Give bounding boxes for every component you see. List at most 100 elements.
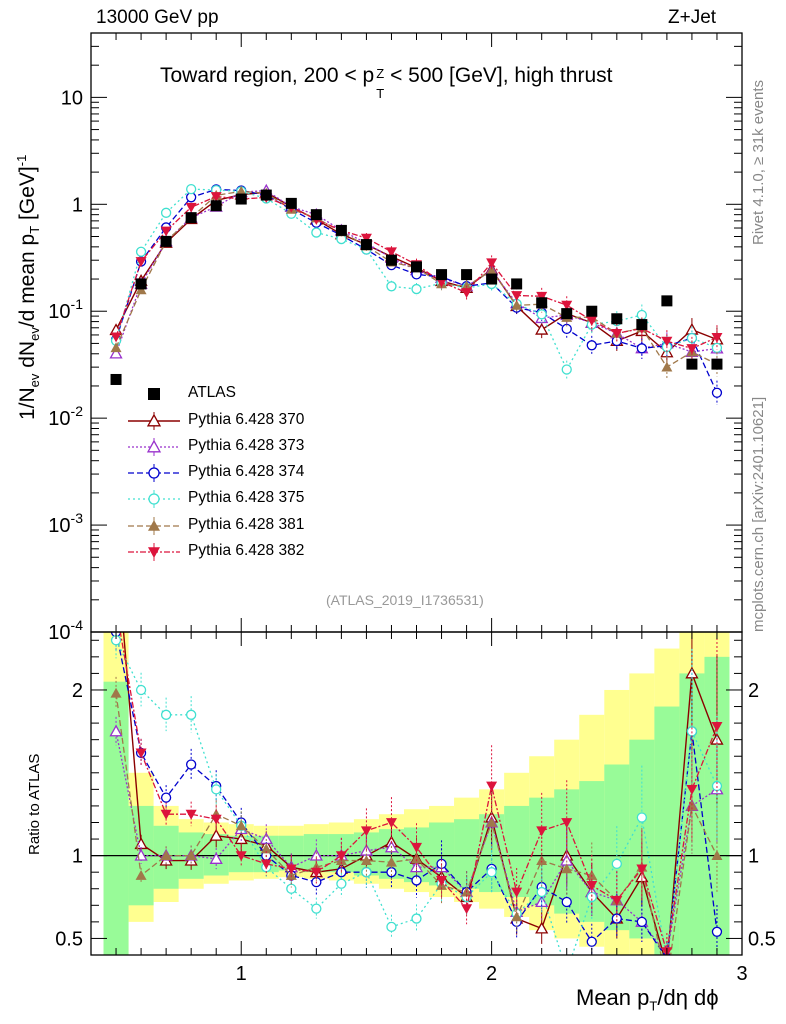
point-s382 — [511, 291, 523, 301]
point-s381 — [511, 299, 523, 310]
legend-label-373: Pythia 6.428 373 — [188, 437, 305, 454]
header-right: Z+Jet — [668, 7, 717, 28]
point-s382 — [461, 288, 473, 299]
y-tick-label: 10-4 — [48, 617, 83, 644]
main-curves — [109, 183, 724, 405]
point-s382 — [110, 332, 122, 343]
point-s374 — [561, 323, 572, 335]
data-point-atlas — [436, 269, 448, 281]
data-point-atlas — [511, 278, 523, 290]
ratio-point-s382 — [511, 887, 523, 898]
legend-mark-s370 — [146, 413, 162, 427]
y-tick-label: 10-3 — [48, 510, 83, 537]
legend-mark-atlas — [148, 388, 160, 400]
point-s374 — [711, 387, 723, 398]
ratio-point-s382 — [486, 781, 498, 792]
ratio-point-s381 — [285, 869, 297, 880]
ratio-point-s382 — [411, 842, 422, 853]
ratio-point-s382 — [711, 722, 723, 732]
ratio-band-green — [103, 681, 129, 955]
data-point-atlas — [210, 200, 222, 212]
ratio-point-s381 — [511, 911, 523, 922]
data-point-atlas — [461, 269, 473, 281]
ratio-point-s373 — [209, 852, 223, 864]
ratio-point-s381 — [135, 869, 147, 880]
x-tick-label: 2 — [486, 963, 497, 985]
y-tick-label: 10 — [61, 87, 83, 109]
ratio-point-s370 — [535, 921, 549, 934]
legend-label-382: Pythia 6.428 382 — [188, 542, 305, 559]
point-s375 — [186, 183, 197, 195]
ratio-point-s382 — [235, 851, 247, 862]
ratio-point-s374 — [160, 792, 172, 803]
ratio-point-s382 — [536, 826, 548, 837]
ratio-point-s375 — [286, 883, 297, 894]
ratio-point-s382 — [636, 864, 648, 875]
data-point-atlas — [360, 239, 372, 251]
ratio-point-s375 — [211, 784, 222, 795]
ratio-point-s381 — [160, 850, 172, 861]
ratio-point-s381 — [385, 856, 397, 867]
point-s375 — [386, 281, 397, 292]
ratio-point-s375 — [411, 913, 422, 924]
ratio-point-s382 — [285, 864, 297, 875]
point-s382 — [586, 316, 598, 326]
data-point-atlas — [611, 313, 623, 325]
analysis-id: (ATLAS_2019_I1736531) — [326, 592, 484, 608]
legend-mark-s374 — [148, 467, 160, 479]
point-s370 — [685, 322, 699, 335]
ratio-point-s373 — [109, 724, 123, 737]
data-point-atlas — [185, 212, 197, 224]
ratio-point-s375 — [160, 709, 172, 720]
ratio-curves — [91, 632, 742, 971]
data-point-atlas — [385, 254, 397, 266]
ratio-point-s382 — [436, 876, 448, 886]
x-axis-label: Mean pT/dη dϕ — [576, 985, 719, 1013]
y-axis-label: 1/Nev dNev/d mean pT [GeV]-1 — [14, 155, 42, 420]
xlabel-part: Mean p — [576, 985, 650, 1010]
ratio-point-s381 — [235, 820, 247, 831]
ratio-point-s375 — [636, 812, 647, 823]
ratio-point-s373 — [309, 848, 323, 861]
data-point-atlas — [561, 308, 573, 320]
rivet-label: Rivet 4.1.0, ≥ 31k events — [750, 80, 767, 245]
ratio-point-s370 — [209, 828, 223, 841]
ratio-point-s382 — [210, 814, 222, 825]
ratio-band-green — [654, 706, 680, 955]
point-s382 — [711, 332, 723, 343]
data-point-atlas — [661, 295, 673, 307]
ratio-point-s375 — [336, 878, 347, 889]
data-point-atlas — [711, 358, 723, 370]
ylabel-part: 1/N — [16, 387, 39, 420]
point-s375 — [311, 227, 322, 238]
legend-label-atlas: ATLAS — [188, 384, 236, 401]
ratio-point-s382 — [461, 904, 473, 915]
ratio-point-s374 — [561, 896, 572, 908]
x-tick-label: 3 — [736, 963, 747, 985]
point-s382 — [185, 202, 197, 213]
ratio-y-tick-label: 2 — [72, 680, 83, 702]
ratio-point-s381 — [486, 816, 498, 827]
ratio-point-s375 — [665, 954, 669, 955]
point-s382 — [561, 300, 573, 311]
ylabel-sup: -1 — [14, 154, 29, 167]
ratio-point-s381 — [360, 855, 372, 865]
ratio-point-s370 — [661, 961, 672, 971]
ratio-point-s382 — [135, 748, 147, 759]
point-s382 — [686, 344, 698, 355]
legend-mark-s381 — [148, 520, 160, 531]
point-s375 — [711, 342, 723, 354]
point-s375 — [160, 207, 172, 218]
ratio-point-s374 — [586, 936, 597, 947]
ylabel-part: [GeV] — [16, 166, 39, 226]
data-point-atlas — [160, 235, 172, 247]
ylabel-sub: T — [27, 225, 43, 234]
point-s381 — [110, 342, 122, 353]
point-s373 — [109, 346, 123, 359]
plot-title-pre: Toward region, 200 < p — [160, 64, 375, 87]
axes: 1 2 3 10-4 10-3 10-2 10-1 1 10 0.5 0.5 1 1 2 2 — [48, 32, 776, 985]
ylabel-sub: ev — [27, 373, 43, 388]
ratio-point-s381 — [536, 855, 548, 865]
ratio-point-s382 — [561, 818, 573, 828]
